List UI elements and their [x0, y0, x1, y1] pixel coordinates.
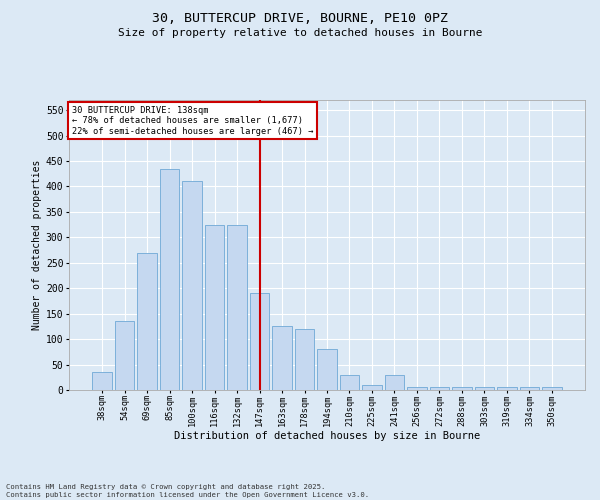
Bar [272, 326, 292, 390]
Bar [340, 374, 359, 390]
Bar [475, 388, 494, 390]
Text: Contains HM Land Registry data © Crown copyright and database right 2025.
Contai: Contains HM Land Registry data © Crown c… [6, 484, 369, 498]
Bar [520, 388, 539, 390]
Bar [542, 388, 562, 390]
Bar [205, 224, 224, 390]
Bar [317, 350, 337, 390]
Bar [160, 168, 179, 390]
Bar [362, 385, 382, 390]
Bar [407, 388, 427, 390]
Bar [227, 224, 247, 390]
Bar [137, 252, 157, 390]
Text: 30 BUTTERCUP DRIVE: 138sqm
← 78% of detached houses are smaller (1,677)
22% of s: 30 BUTTERCUP DRIVE: 138sqm ← 78% of deta… [71, 106, 313, 136]
Bar [115, 322, 134, 390]
Y-axis label: Number of detached properties: Number of detached properties [32, 160, 41, 330]
Text: Size of property relative to detached houses in Bourne: Size of property relative to detached ho… [118, 28, 482, 38]
Text: 30, BUTTERCUP DRIVE, BOURNE, PE10 0PZ: 30, BUTTERCUP DRIVE, BOURNE, PE10 0PZ [152, 12, 448, 26]
Bar [430, 388, 449, 390]
X-axis label: Distribution of detached houses by size in Bourne: Distribution of detached houses by size … [174, 431, 480, 441]
Bar [295, 329, 314, 390]
Bar [452, 388, 472, 390]
Bar [385, 374, 404, 390]
Bar [182, 182, 202, 390]
Bar [497, 388, 517, 390]
Bar [92, 372, 112, 390]
Bar [250, 294, 269, 390]
